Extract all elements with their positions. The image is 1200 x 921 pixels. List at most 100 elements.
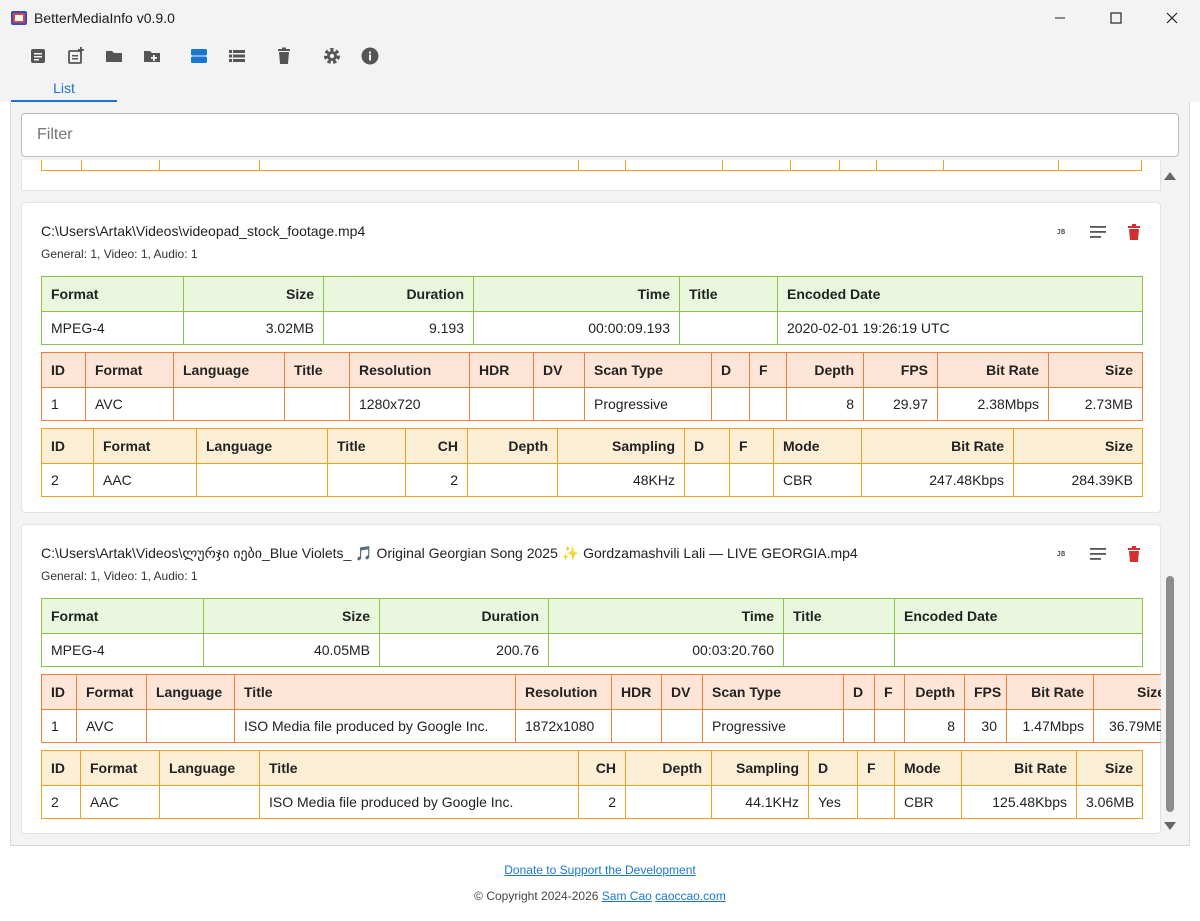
column-header: Title [679,276,778,312]
open-folder-icon[interactable] [104,46,124,66]
window-title: BetterMediaInfo v0.9.0 [34,10,175,26]
column-header: F [874,674,905,710]
column-header: Scan Type [702,674,844,710]
vertical-scrollbar[interactable] [1161,160,1179,836]
general-table: Format Size Duration Time Title Encoded … [41,598,1143,667]
table-cell: 2 [41,463,94,497]
column-header: Language [196,428,328,464]
previous-file-card [21,160,1161,191]
table-cell: 1280x720 [349,387,470,421]
column-header: Format [41,276,184,312]
author-link[interactable]: Sam Cao [601,889,652,903]
column-header: D [684,428,730,464]
table-cell: 8 [904,709,965,743]
table-cell: 36.79MB [1093,709,1161,743]
table-cell: Progressive [702,709,844,743]
column-header: F [749,352,787,388]
close-window-button[interactable] [1144,0,1200,36]
column-header: Bit Rate [961,750,1077,786]
json-icon[interactable]: JB [1056,550,1066,558]
table-cell [661,709,703,743]
column-header: Bit Rate [861,428,1014,464]
table-cell: 1872x1080 [515,709,612,743]
card-view-icon[interactable] [189,46,209,66]
column-header: HDR [469,352,534,388]
column-header: F [857,750,895,786]
details-icon[interactable] [1087,543,1109,565]
json-icon[interactable]: JB [1056,228,1066,236]
add-file-icon[interactable] [28,46,48,66]
delete-icon[interactable] [1123,221,1145,243]
minimize-button[interactable] [1032,0,1088,36]
column-header: Depth [904,674,965,710]
table-cell: MPEG-4 [41,633,204,667]
table-cell: 3.02MB [183,311,324,345]
column-header: ID [41,750,81,786]
column-header: Encoded Date [777,276,1143,312]
column-header: Bit Rate [937,352,1049,388]
scroll-up-arrow-icon[interactable] [1164,172,1176,180]
table-cell [729,463,774,497]
file-path[interactable]: C:\Users\Artak\Videos\ლურჯი იები_Blue Vi… [41,545,858,561]
column-header: Mode [773,428,862,464]
column-header: Mode [894,750,962,786]
file-summary: General: 1, Video: 1, Audio: 1 [41,569,198,583]
column-header: Size [1076,750,1143,786]
table-cell: 125.48Kbps [961,785,1077,819]
column-header: Resolution [515,674,612,710]
column-header: ID [41,428,94,464]
table-cell [684,463,730,497]
table-cell: CBR [894,785,962,819]
list-view-icon[interactable] [227,46,247,66]
table-cell: 1 [41,709,77,743]
column-header: D [808,750,858,786]
toolbar [0,36,1200,76]
donate-row: Donate to Support the Development [0,863,1200,877]
column-header: CH [405,428,468,464]
table-cell [467,463,558,497]
table-cell: 48KHz [557,463,685,497]
website-link[interactable]: caoccao.com [655,889,726,903]
settings-icon[interactable] [322,46,342,66]
delete-all-icon[interactable] [274,46,294,66]
column-header: Language [146,674,235,710]
column-header: D [711,352,750,388]
column-header: Language [173,352,285,388]
general-table: Format Size Duration Time Title Encoded … [41,276,1143,345]
table-cell: 8 [786,387,864,421]
donate-link[interactable]: Donate to Support the Development [504,863,696,877]
file-path[interactable]: C:\Users\Artak\Videos\videopad_stock_foo… [41,223,366,239]
column-header: Size [1093,674,1161,710]
delete-icon[interactable] [1123,543,1145,565]
column-header: Bit Rate [1006,674,1094,710]
tab-list[interactable]: List [11,76,117,102]
table-cell [857,785,895,819]
column-header: Size [1048,352,1143,388]
table-cell: Yes [808,785,858,819]
table-cell: 44.1KHz [711,785,809,819]
title-bar: BetterMediaInfo v0.9.0 [0,0,1200,36]
table-cell: 1.47Mbps [1006,709,1094,743]
details-icon[interactable] [1087,221,1109,243]
info-icon[interactable] [360,46,380,66]
add-folder-icon[interactable] [142,46,162,66]
column-header: Duration [323,276,474,312]
column-header: Format [85,352,174,388]
column-header: Depth [625,750,712,786]
column-header: FPS [863,352,938,388]
table-cell [894,633,1143,667]
file-list: C:\Users\Artak\Videos\videopad_stock_foo… [21,160,1161,836]
audio-table: ID Format Language Title CH Depth Sampli… [41,750,1143,819]
table-cell [327,463,406,497]
scroll-down-arrow-icon[interactable] [1164,822,1176,830]
filter-input[interactable] [21,113,1179,157]
scrollbar-thumb[interactable] [1166,576,1174,812]
maximize-button[interactable] [1088,0,1144,36]
add-note-icon[interactable] [66,46,86,66]
table-cell: ISO Media file produced by Google Inc. [234,709,516,743]
column-header: Title [259,750,579,786]
file-card: C:\Users\Artak\Videos\ლურჯი იები_Blue Vi… [21,524,1161,834]
table-cell: MPEG-4 [41,311,184,345]
column-header: Sampling [557,428,685,464]
table-cell [711,387,750,421]
